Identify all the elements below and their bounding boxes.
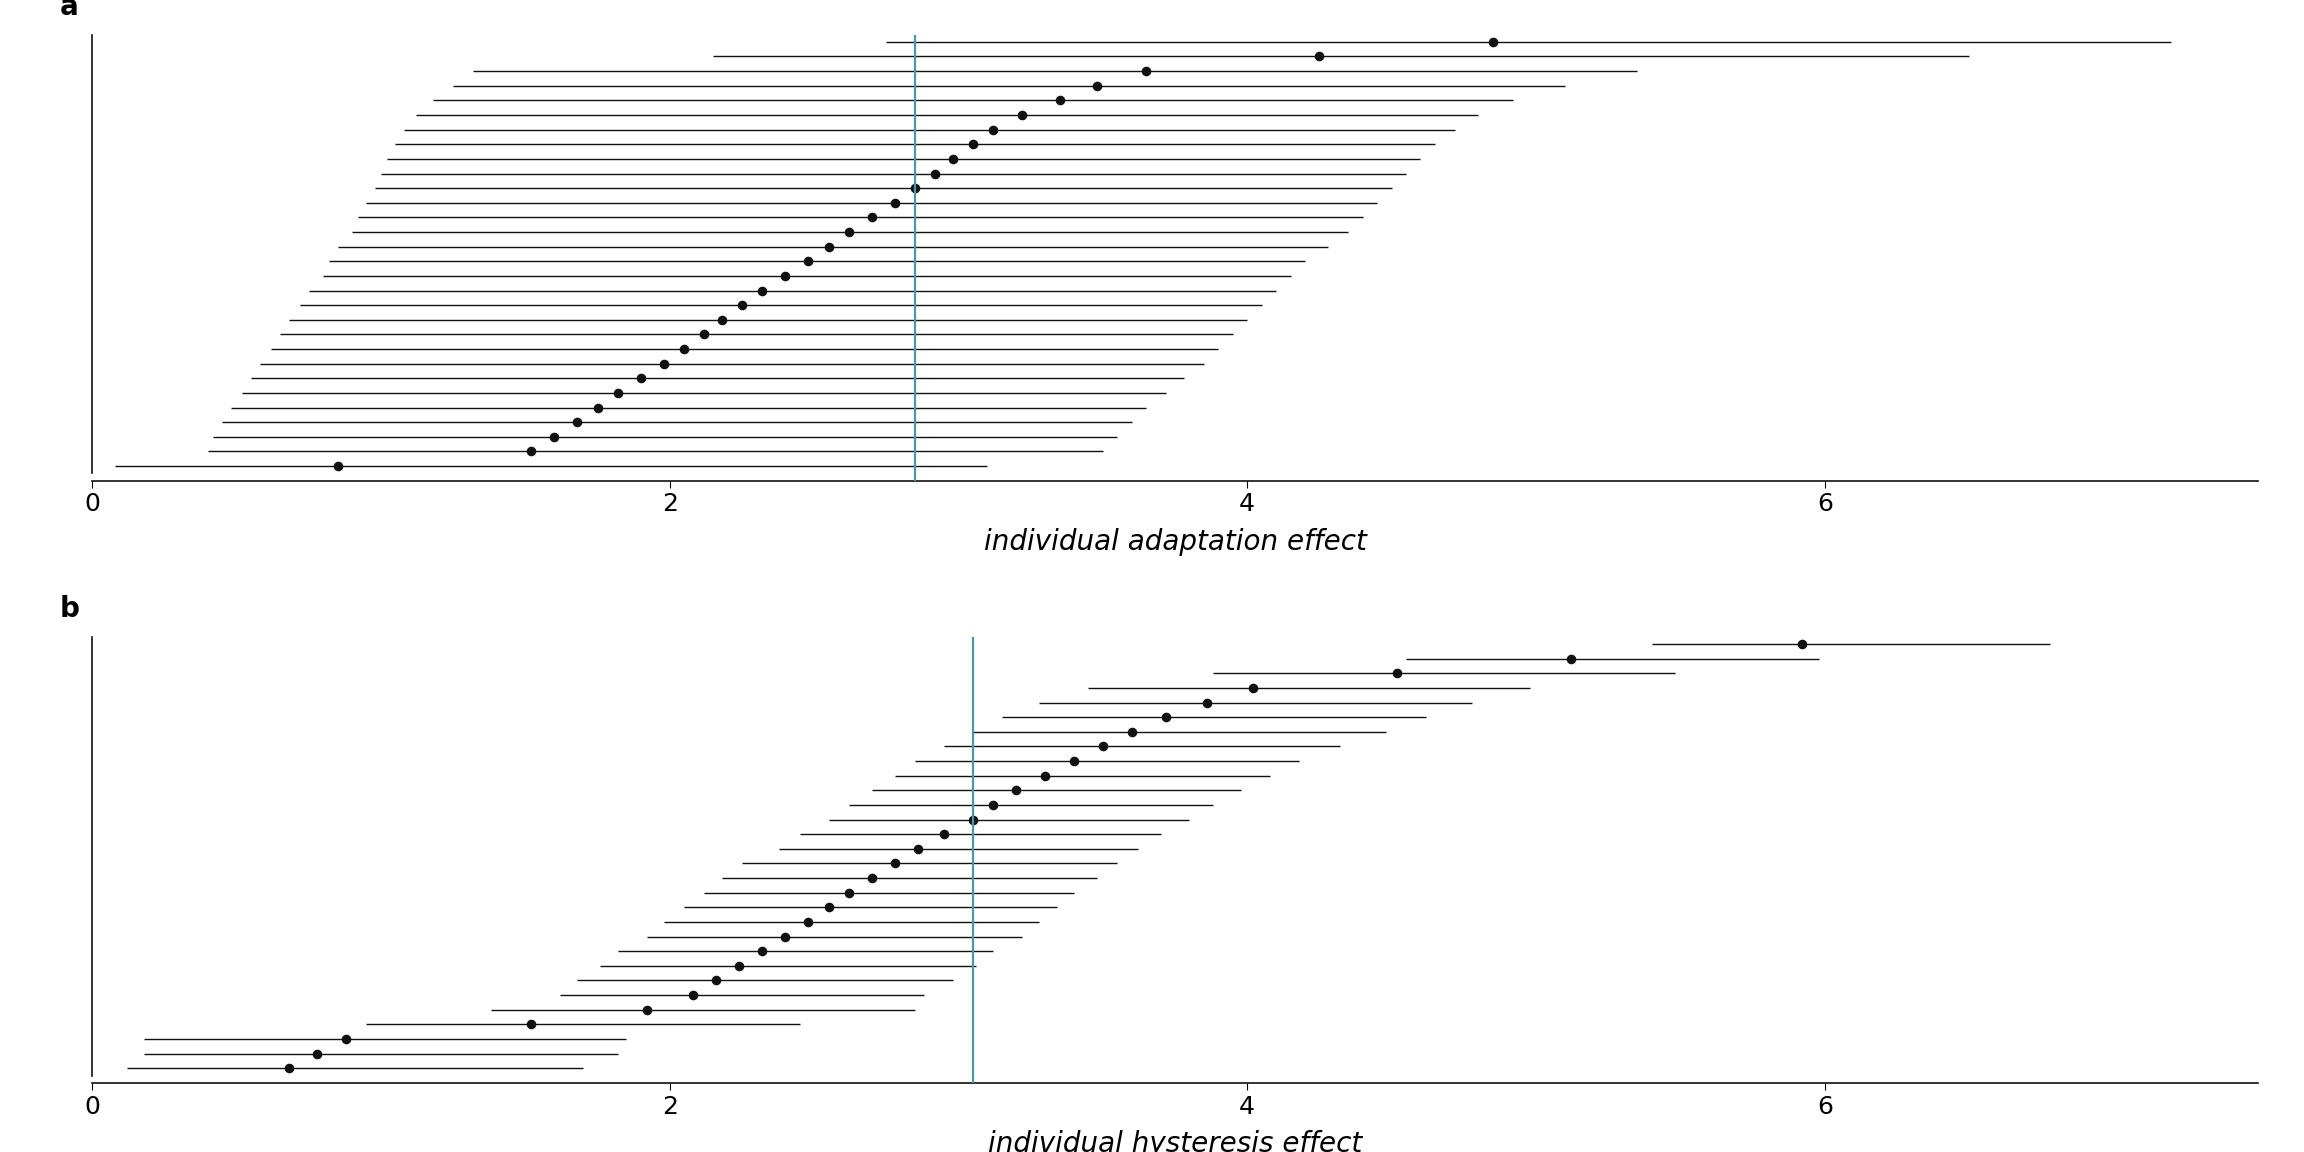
Point (723, 296, 760, 314)
Point (721, 956, 758, 975)
Point (514, 1015, 551, 1033)
Point (790, 252, 827, 271)
Point (829, 222, 866, 241)
Point (790, 912, 827, 931)
Text: b: b (60, 596, 81, 623)
Point (1235, 679, 1272, 697)
Point (560, 412, 597, 431)
Point (896, 179, 933, 197)
Point (829, 884, 866, 902)
Point (645, 355, 682, 373)
Point (675, 986, 712, 1005)
Point (270, 1059, 306, 1077)
Point (622, 369, 659, 387)
Point (1189, 694, 1226, 712)
Point (852, 869, 889, 887)
Point (703, 311, 740, 329)
Point (1553, 650, 1590, 668)
Point (933, 150, 970, 168)
Point (876, 194, 912, 212)
Point (687, 325, 723, 343)
Point (954, 135, 991, 153)
Point (998, 781, 1034, 799)
Point (767, 927, 804, 946)
X-axis label: individual hysteresis effect: individual hysteresis effect (988, 1130, 1362, 1152)
Point (666, 340, 703, 358)
Point (811, 237, 848, 256)
Point (300, 1045, 336, 1063)
Point (954, 810, 991, 828)
Point (1041, 91, 1078, 109)
Point (926, 825, 963, 843)
Point (1475, 32, 1511, 51)
Point (320, 457, 357, 476)
Point (899, 840, 935, 858)
Point (1005, 106, 1041, 124)
Point (1302, 47, 1339, 66)
Text: a: a (60, 0, 78, 21)
Point (629, 1001, 666, 1020)
Point (1078, 76, 1115, 94)
Point (1147, 708, 1184, 727)
Point (975, 796, 1011, 814)
Point (1055, 752, 1092, 771)
Point (599, 384, 636, 402)
Point (698, 971, 735, 990)
Point (537, 427, 574, 446)
Point (917, 165, 954, 183)
Point (876, 855, 912, 873)
Point (767, 266, 804, 285)
Point (578, 399, 615, 417)
Point (1783, 635, 1820, 653)
Point (744, 281, 781, 300)
Point (514, 442, 551, 461)
X-axis label: individual adaptation effect: individual adaptation effect (984, 528, 1366, 555)
Point (811, 899, 848, 917)
Point (1113, 722, 1150, 741)
Point (1380, 665, 1417, 683)
Point (1085, 737, 1122, 756)
Point (852, 209, 889, 227)
Point (1127, 62, 1164, 81)
Point (1028, 766, 1064, 785)
Point (975, 121, 1011, 139)
Point (327, 1030, 364, 1048)
Point (744, 942, 781, 961)
